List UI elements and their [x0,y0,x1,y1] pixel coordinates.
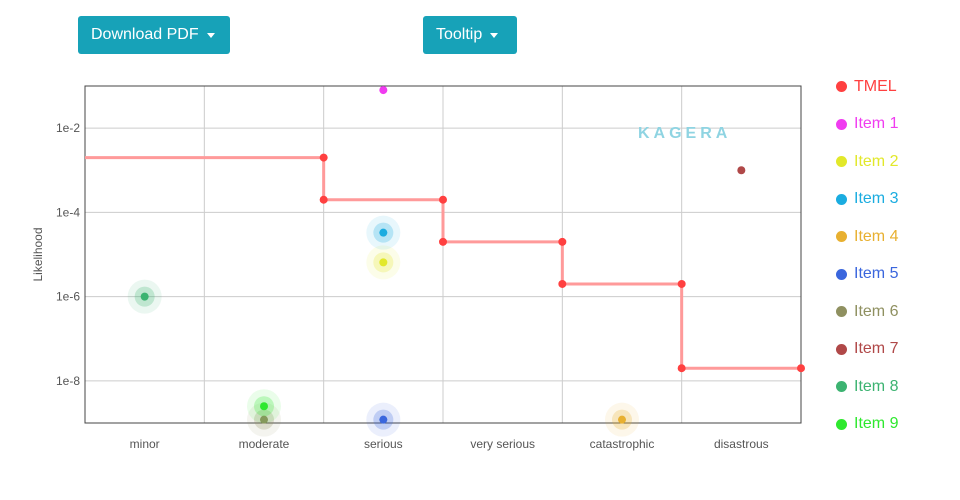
item-5-point [379,415,388,424]
legend-item[interactable]: Item 8 [836,368,898,406]
item-8-point [140,292,149,301]
item-7-point [737,166,746,175]
x-tick-label: serious [364,437,403,451]
legend-marker-icon [836,193,847,205]
legend-item[interactable]: Item 1 [836,106,898,144]
legend-item[interactable]: Item 3 [836,181,898,219]
legend-item[interactable]: Item 4 [836,218,898,256]
tmel-step-line [85,156,801,370]
x-tick-label: moderate [239,437,290,451]
chart-legend: TMEL Item 1 Item 2 Item 3 Item 4 Item 5 Item 6… [836,68,898,443]
legend-marker-icon [836,268,847,280]
legend-item[interactable]: Item 7 [836,331,898,369]
legend-marker-icon [836,81,847,93]
tmel-point [677,364,686,373]
legend-item[interactable]: Item 6 [836,293,898,331]
item-4-point [618,415,626,424]
legend-label: Item 5 [854,265,899,283]
y-axis-label: Likelihood [31,227,45,281]
item-3-point [379,228,388,237]
download-pdf-button[interactable]: Download PDF [78,16,230,54]
tmel-point [558,279,567,288]
legend-marker-icon [836,306,847,318]
legend-label: Item 6 [854,302,899,320]
legend-marker-icon [836,381,847,393]
legend-marker-icon [836,418,847,430]
legend-label: TMEL [854,77,897,95]
tmel-point [439,195,447,204]
tooltip-button[interactable]: Tooltip [423,16,517,54]
x-tick-label: catastrophic [590,437,655,451]
tmel-point [319,195,328,204]
legend-item[interactable]: Item 2 [836,143,898,181]
legend-label: Item 9 [854,415,899,433]
legend-label: Item 8 [854,377,899,395]
risk-chart: 1e-2 1e-4 1e-6 1e-8 minor moderate serious very… [31,85,805,451]
tmel-point [558,237,567,246]
item-2-point [379,258,388,267]
y-tick-label: 1e-8 [56,374,80,388]
legend-item[interactable]: Item 9 [836,406,898,444]
x-tick-label: minor [130,437,160,451]
legend-item[interactable]: TMEL [836,68,898,106]
watermark-text: KAGERA [638,125,732,142]
legend-label: Item 4 [854,227,899,245]
tooltip-label: Tooltip [436,26,483,43]
legend-label: Item 3 [854,190,899,208]
x-tick-label: disastrous [714,437,769,451]
tmel-point [439,237,447,246]
x-tick-label: very serious [470,437,535,451]
legend-marker-icon [836,231,847,243]
tmel-point [319,153,328,162]
tmel-point [797,364,805,373]
legend-label: Item 2 [854,152,899,170]
item-1-point [379,86,388,95]
caret-down-icon [206,32,215,38]
y-tick-label: 1e-2 [56,121,80,135]
legend-label: Item 7 [854,340,899,358]
legend-label: Item 1 [854,115,899,133]
tmel-point [677,279,686,288]
y-tick-label: 1e-6 [56,290,80,304]
y-tick-label: 1e-4 [56,205,80,219]
item-9-point [260,402,268,411]
download-pdf-label: Download PDF [91,26,199,43]
legend-marker-icon [836,118,847,130]
caret-down-icon [490,32,499,38]
item-6-point [260,415,268,424]
legend-item[interactable]: Item 5 [836,256,898,294]
legend-marker-icon [836,156,847,168]
plot-frame [84,85,802,424]
watermark-logo: KAGERA [638,125,731,143]
legend-marker-icon [836,343,847,355]
